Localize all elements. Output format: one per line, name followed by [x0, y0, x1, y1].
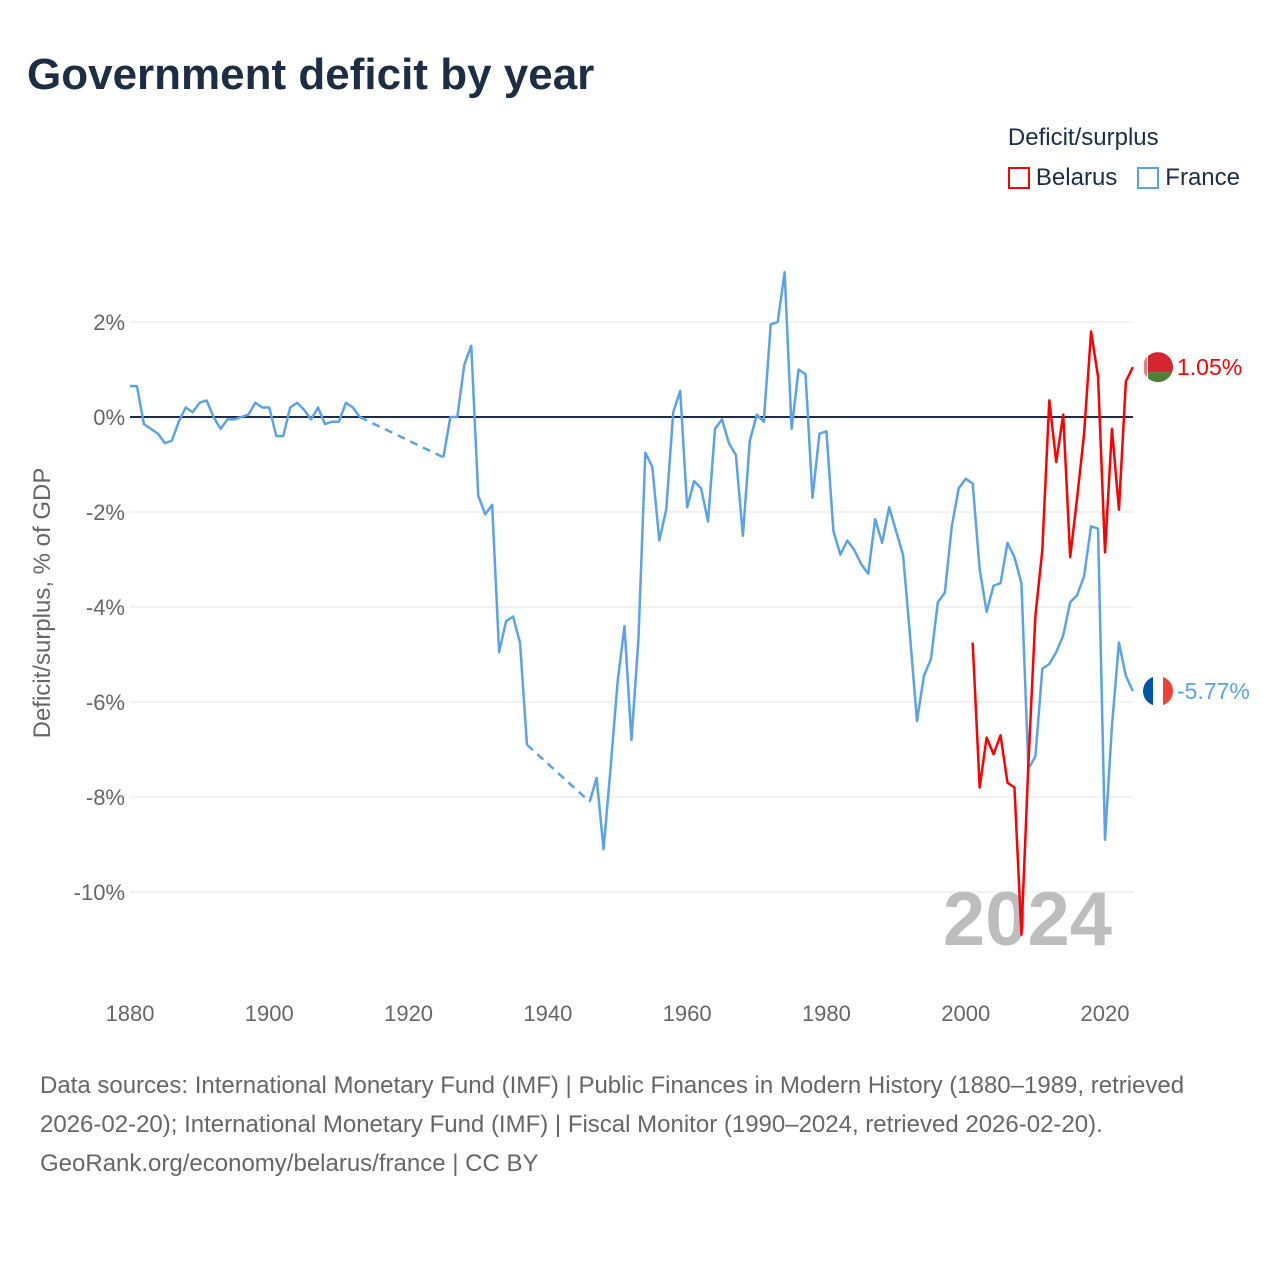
x-tick-label: 1880 — [106, 1001, 155, 1026]
legend-swatch-france — [1137, 167, 1160, 189]
end-label-belarus: 1.05% — [1177, 354, 1242, 380]
credit-link[interactable]: GeoRank.org/economy/belarus/france | CC … — [40, 1150, 539, 1177]
y-tick-label: -6% — [86, 690, 125, 715]
x-tick-label: 2020 — [1081, 1001, 1130, 1026]
y-axis-ticks: 2% 0% -2% -4% -6% -8% -10% — [74, 310, 125, 905]
chart-title: Government deficit by year — [27, 50, 595, 99]
series-line-belarus — [971, 330, 1134, 936]
x-tick-label: 1960 — [663, 1001, 712, 1026]
x-tick-label: 1940 — [523, 1001, 572, 1026]
y-axis-label: Deficit/surplus, % of GDP — [29, 468, 56, 739]
y-tick-label: 2% — [93, 310, 125, 335]
y-tick-label: -4% — [86, 595, 125, 620]
series-gap-france — [359, 415, 444, 459]
year-watermark: 2024 — [943, 877, 1112, 962]
end-labels: -5.77% 1.05% — [1143, 352, 1250, 707]
y-tick-label: -2% — [86, 500, 125, 525]
x-tick-label: 1900 — [245, 1001, 294, 1026]
y-tick-label: -10% — [74, 880, 125, 905]
footer: Data sources: International Monetary Fun… — [40, 1066, 1240, 1183]
gridlines — [130, 321, 1133, 893]
x-tick-label: 2000 — [941, 1001, 990, 1026]
series-line-france — [130, 384, 361, 445]
legend-label-belarus: Belarus — [1035, 164, 1118, 191]
legend-title: Deficit/surplus — [1007, 124, 1159, 151]
end-label-france: -5.77% — [1177, 678, 1250, 704]
data-sources: Data sources: International Monetary Fun… — [40, 1072, 1185, 1138]
x-tick-label: 1980 — [802, 1001, 851, 1026]
x-tick-label: 1920 — [384, 1001, 433, 1026]
series-france — [130, 270, 1134, 851]
france-flag-icon — [1143, 676, 1173, 707]
legend-item-belarus[interactable]: Belarus — [1007, 164, 1118, 192]
legend-swatch-belarus — [1007, 167, 1030, 189]
series-line-france — [588, 270, 1134, 851]
legend-label-france: France — [1165, 164, 1240, 191]
series-gap-france — [526, 743, 591, 803]
y-tick-label: 0% — [93, 405, 125, 430]
y-tick-label: -8% — [86, 785, 125, 810]
legend: Deficit/surplus Belarus France — [1007, 124, 1240, 192]
x-axis-ticks: 1880 1900 1920 1940 1960 1980 2000 2020 — [106, 1001, 1130, 1026]
series-belarus — [971, 330, 1134, 936]
legend-item-france[interactable]: France — [1137, 164, 1240, 192]
belarus-flag-icon — [1143, 352, 1173, 383]
series-line-france — [442, 344, 529, 745]
series-lines — [130, 270, 1134, 936]
